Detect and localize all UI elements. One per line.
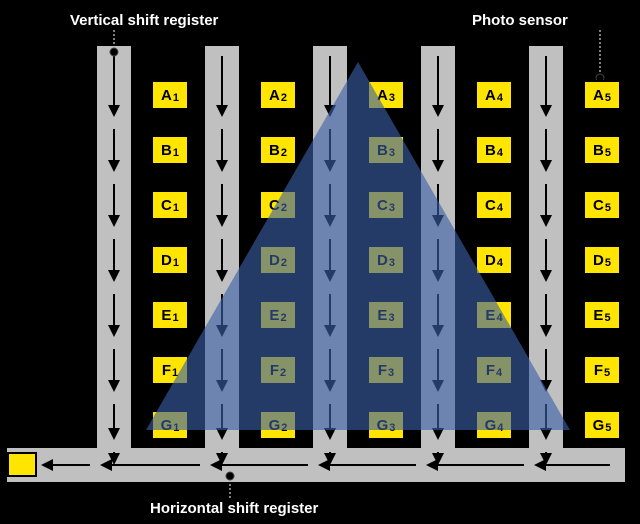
overlay-triangle (0, 0, 640, 524)
label-vertical-register: Vertical shift register (70, 12, 218, 29)
diagram-stage: A1A2A3A4A5B1B2B3B4B5C1C2C3C4C5D1D2D3D4D5… (0, 0, 640, 524)
label-horizontal-register: Horizontal shift register (150, 500, 318, 517)
label-photo-sensor: Photo sensor (472, 12, 568, 29)
